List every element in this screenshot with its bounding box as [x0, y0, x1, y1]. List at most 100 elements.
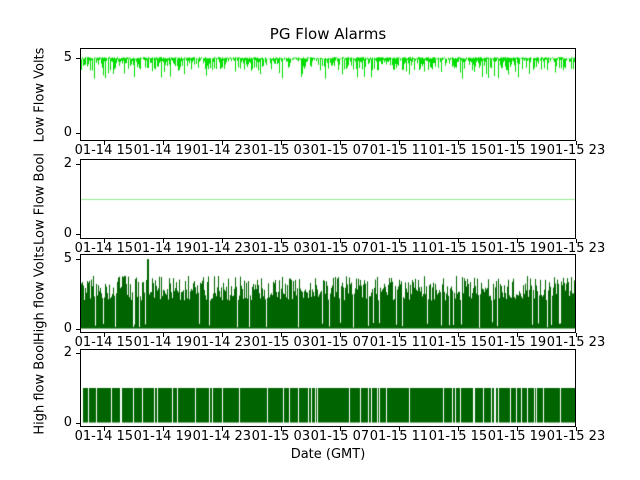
- x-tick-label: 01-14 23: [192, 429, 252, 444]
- y-tick-mark: [76, 259, 80, 261]
- y-tick-mark: [76, 234, 80, 236]
- x-tick-mark: [162, 427, 164, 431]
- x-tick-mark: [457, 427, 459, 431]
- x-tick-label: 01-15 07: [310, 335, 370, 350]
- x-tick-label: 01-15 03: [251, 429, 311, 444]
- x-tick-label: 01-15 11: [369, 335, 429, 350]
- x-tick-label: 01-15 03: [251, 143, 311, 158]
- y-tick-mark: [76, 328, 80, 330]
- x-tick-label: 01-15 15: [428, 143, 488, 158]
- high-flow-volts-series: [81, 255, 575, 332]
- x-tick-label: 01-15 15: [428, 335, 488, 350]
- y-tick-label: 2: [63, 155, 72, 171]
- x-tick-mark: [103, 427, 105, 431]
- y-tick-label: 2: [63, 345, 72, 361]
- x-tick-label: 01-15 07: [310, 241, 370, 256]
- x-tick-mark: [162, 239, 164, 243]
- x-tick-mark: [103, 141, 105, 145]
- x-tick-label: 01-14 19: [133, 429, 193, 444]
- y-tick-label: 5: [63, 251, 72, 267]
- x-tick-label: 01-15 19: [487, 143, 547, 158]
- y-axis-label-low-flow-bool: Low Flow Bool: [32, 153, 48, 245]
- x-tick-label: 01-15 23: [546, 429, 606, 444]
- y-tick-label: 0: [63, 414, 72, 430]
- x-tick-label: 01-14 19: [133, 335, 193, 350]
- x-tick-mark: [457, 333, 459, 337]
- y-tick-label: 0: [63, 226, 72, 242]
- x-tick-mark: [280, 427, 282, 431]
- x-tick-label: 01-14 15: [74, 335, 134, 350]
- y-tick-label: 5: [63, 49, 72, 65]
- subplot-high-flow-bool: [80, 349, 576, 427]
- y-axis-label-high-flow-bool: High flow Bool: [32, 341, 48, 435]
- x-tick-mark: [576, 141, 577, 145]
- x-tick-mark: [457, 239, 459, 243]
- x-axis-label: Date (GMT): [290, 447, 366, 462]
- chart-title: PG Flow Alarms: [269, 25, 387, 43]
- y-tick-mark: [76, 57, 80, 59]
- y-tick-mark: [76, 422, 80, 424]
- x-tick-mark: [576, 427, 577, 431]
- x-tick-mark: [398, 239, 400, 243]
- subplot-low-flow-volts: [80, 48, 576, 141]
- x-tick-label: 01-14 19: [133, 241, 193, 256]
- x-tick-label: 01-14 15: [74, 143, 134, 158]
- y-tick-mark: [76, 353, 80, 355]
- y-axis-label-low-flow-volts: Low Flow Volts: [32, 47, 48, 142]
- x-tick-mark: [280, 141, 282, 145]
- x-tick-mark: [516, 427, 518, 431]
- x-tick-label: 01-14 23: [192, 143, 252, 158]
- low-flow-volts-series: [81, 49, 575, 140]
- x-tick-mark: [516, 333, 518, 337]
- high-flow-bool-series: [81, 350, 575, 426]
- x-tick-label: 01-15 19: [487, 241, 547, 256]
- x-tick-label: 01-14 19: [133, 143, 193, 158]
- x-tick-label: 01-15 23: [546, 335, 606, 350]
- x-tick-label: 01-15 03: [251, 335, 311, 350]
- x-tick-mark: [162, 333, 164, 337]
- x-tick-mark: [398, 333, 400, 337]
- x-tick-mark: [339, 427, 341, 431]
- x-tick-label: 01-15 19: [487, 429, 547, 444]
- x-tick-label: 01-15 19: [487, 335, 547, 350]
- x-tick-label: 01-15 15: [428, 429, 488, 444]
- x-tick-mark: [221, 141, 223, 145]
- y-tick-label: 0: [63, 124, 72, 140]
- x-tick-label: 01-15 07: [310, 143, 370, 158]
- x-tick-mark: [280, 333, 282, 337]
- x-tick-label: 01-15 07: [310, 429, 370, 444]
- x-tick-mark: [516, 239, 518, 243]
- x-tick-mark: [280, 239, 282, 243]
- subplot-low-flow-bool: [80, 159, 576, 239]
- x-tick-mark: [576, 333, 577, 337]
- x-tick-label: 01-15 23: [546, 143, 606, 158]
- x-tick-mark: [221, 333, 223, 337]
- x-tick-label: 01-15 11: [369, 429, 429, 444]
- x-tick-label: 01-14 23: [192, 241, 252, 256]
- y-tick-mark: [76, 132, 80, 134]
- x-tick-mark: [516, 141, 518, 145]
- x-tick-mark: [398, 141, 400, 145]
- y-axis-label-high-flow-volts: High flow Volts: [32, 245, 48, 342]
- x-tick-mark: [221, 239, 223, 243]
- x-tick-mark: [103, 239, 105, 243]
- x-tick-mark: [398, 427, 400, 431]
- x-tick-label: 01-15 23: [546, 241, 606, 256]
- y-tick-label: 0: [63, 320, 72, 336]
- x-tick-label: 01-15 11: [369, 143, 429, 158]
- x-tick-mark: [103, 333, 105, 337]
- x-tick-mark: [457, 141, 459, 145]
- x-tick-label: 01-14 15: [74, 241, 134, 256]
- x-tick-mark: [221, 427, 223, 431]
- x-tick-label: 01-15 11: [369, 241, 429, 256]
- y-tick-mark: [76, 163, 80, 165]
- low-flow-bool-series: [81, 160, 575, 238]
- x-tick-mark: [339, 333, 341, 337]
- x-tick-mark: [339, 239, 341, 243]
- x-tick-label: 01-14 23: [192, 335, 252, 350]
- x-tick-label: 01-15 03: [251, 241, 311, 256]
- x-tick-mark: [576, 239, 577, 243]
- x-tick-label: 01-15 15: [428, 241, 488, 256]
- subplot-high-flow-volts: [80, 254, 576, 333]
